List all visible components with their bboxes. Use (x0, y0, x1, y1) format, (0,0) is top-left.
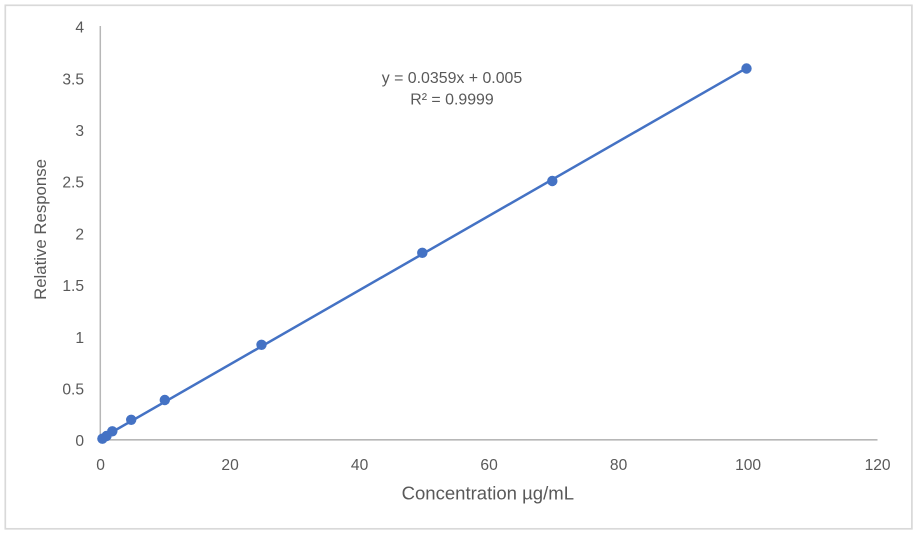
svg-text:Concentration µg/mL: Concentration µg/mL (402, 483, 574, 504)
svg-text:40: 40 (351, 457, 369, 474)
svg-text:R² = 0.9999: R² = 0.9999 (410, 91, 494, 108)
svg-text:60: 60 (480, 457, 498, 474)
svg-text:0: 0 (96, 457, 105, 474)
svg-text:4: 4 (75, 20, 84, 37)
svg-text:2: 2 (75, 226, 84, 243)
svg-text:1.5: 1.5 (62, 278, 84, 295)
svg-text:0.5: 0.5 (62, 382, 84, 399)
svg-text:Relative Response: Relative Response (31, 159, 50, 300)
svg-text:1: 1 (75, 330, 84, 347)
svg-text:y = 0.0359x + 0.005: y = 0.0359x + 0.005 (382, 70, 523, 87)
svg-text:0: 0 (75, 433, 84, 450)
svg-text:100: 100 (735, 457, 761, 474)
svg-text:20: 20 (221, 457, 239, 474)
svg-text:3: 3 (75, 123, 84, 140)
svg-text:80: 80 (610, 457, 628, 474)
svg-text:2.5: 2.5 (62, 175, 84, 192)
svg-text:120: 120 (865, 457, 891, 474)
svg-text:3.5: 3.5 (62, 71, 84, 88)
